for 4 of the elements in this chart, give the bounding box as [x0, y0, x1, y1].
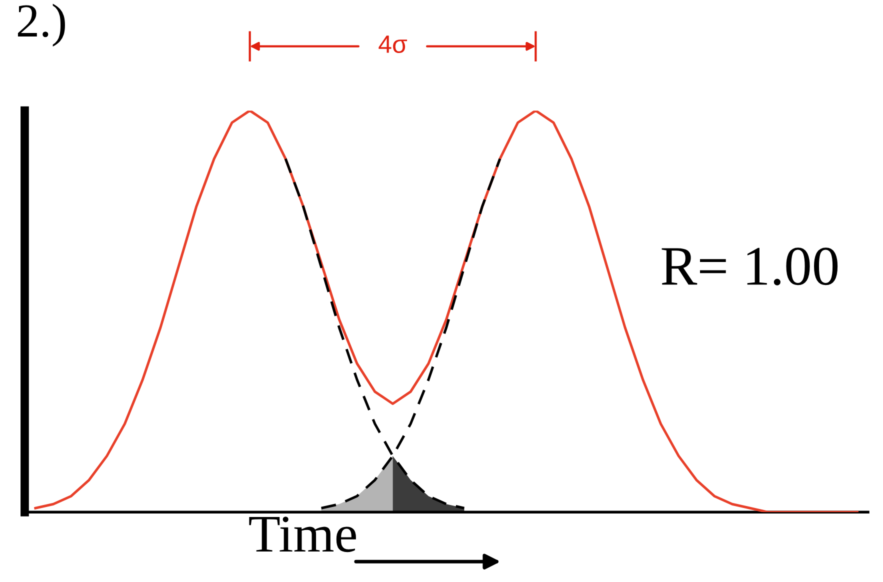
- annotation: R= 1.00: [662, 248, 838, 286]
- x-axis-title: Time: [249, 516, 356, 552]
- text: 4σ: [378, 36, 408, 54]
- text: 2.): [18, 4, 65, 47]
